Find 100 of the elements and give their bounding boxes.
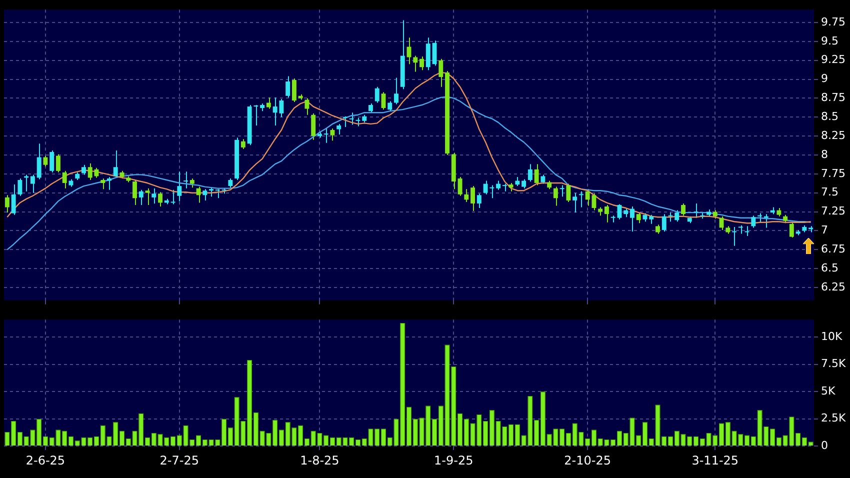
candlestick	[368, 103, 373, 114]
candlestick	[342, 116, 348, 128]
candlestick	[336, 123, 342, 136]
candlestick	[374, 86, 380, 104]
candlestick	[24, 174, 29, 192]
x-tick-label: 3-11-25	[692, 453, 739, 468]
x-tick-label: 1-9-25	[434, 453, 474, 468]
candlestick	[560, 184, 564, 198]
candlestick	[81, 164, 86, 176]
candlestick	[145, 188, 150, 206]
candlestick	[304, 98, 310, 116]
x-tick-label: 2-7-25	[160, 453, 199, 468]
candlestick	[681, 202, 686, 216]
x-tick-label: 2-6-25	[26, 453, 66, 468]
candlestick	[528, 164, 532, 182]
candlestick	[470, 186, 476, 212]
candlestick	[311, 112, 316, 140]
candlestick	[324, 128, 328, 144]
candlestick	[4, 194, 10, 214]
candlestick	[177, 171, 182, 202]
candlestick	[266, 96, 271, 110]
y-tick-label: 8.5	[821, 110, 838, 123]
candlestick	[656, 224, 660, 234]
candlestick	[228, 178, 233, 188]
candlestick	[240, 138, 246, 150]
candlestick	[190, 178, 194, 188]
y-tick-label: 8.25	[821, 128, 846, 142]
y-tick-label: 9	[821, 72, 828, 86]
candlestick	[624, 208, 628, 218]
candlestick	[36, 143, 42, 180]
candlestick	[438, 58, 444, 88]
candlestick	[202, 188, 208, 201]
candlestick	[566, 183, 571, 202]
candlestick	[540, 174, 546, 184]
y-tick-label: 8.75	[821, 91, 846, 104]
candlestick	[738, 224, 743, 234]
candlestick	[553, 186, 558, 206]
candlestick	[56, 154, 60, 173]
candlestick	[349, 112, 354, 126]
y-tick-label: 8	[821, 148, 828, 161]
candlestick	[254, 104, 258, 126]
y-tick-label: 0	[821, 438, 828, 452]
candlestick	[751, 215, 756, 228]
y-tick-label: 7.5	[821, 186, 838, 199]
candlestick	[420, 56, 424, 71]
y-tick-label: 6.5	[821, 261, 838, 274]
candlestick	[515, 176, 520, 187]
candlestick	[292, 78, 296, 102]
candlestick	[662, 214, 666, 232]
y-tick-label: 9.75	[821, 15, 846, 28]
candlestick	[215, 188, 220, 199]
y-tick-label: 6.25	[821, 280, 846, 294]
candlestick	[744, 226, 750, 237]
candlestick	[732, 226, 737, 246]
y-tick-label: 5K	[821, 384, 836, 398]
candlestick	[11, 184, 16, 216]
candlestick	[394, 77, 398, 105]
candlestick	[572, 192, 578, 214]
candlestick	[522, 178, 526, 189]
candlestick	[184, 171, 188, 189]
candlestick	[578, 190, 584, 208]
x-tick-label: 1-8-25	[300, 453, 340, 468]
candlestick	[100, 178, 106, 190]
y-tick-label: 10K	[821, 330, 843, 343]
candlestick	[789, 222, 794, 238]
candlestick	[604, 204, 609, 223]
candlestick	[138, 189, 144, 206]
candlestick	[30, 174, 35, 194]
y-tick-label: 9.25	[821, 53, 846, 66]
candlestick	[413, 55, 418, 72]
candlestick	[426, 37, 430, 71]
y-tick-label: 7.75	[821, 166, 846, 180]
candlestick	[464, 188, 469, 202]
candlestick	[158, 192, 162, 207]
y-tick-label: 9.5	[821, 34, 838, 48]
x-tick-label: 2-10-25	[564, 453, 612, 468]
candlestick	[388, 100, 392, 112]
candlestick	[62, 170, 67, 189]
candlestick	[132, 179, 137, 206]
candlestick	[758, 212, 762, 223]
candlestick	[764, 214, 768, 228]
candlestick	[406, 37, 412, 65]
candlestick	[381, 92, 386, 110]
y-tick-label: 7.5K	[821, 357, 846, 370]
candlestick	[674, 210, 680, 222]
candlestick	[286, 76, 290, 98]
candlestick	[630, 206, 634, 232]
candlestick	[476, 193, 482, 209]
candlestick	[209, 187, 214, 198]
y-tick-label: 7.25	[821, 204, 846, 218]
candlestick	[330, 128, 335, 142]
y-tick-label: 6.75	[821, 242, 846, 256]
candlestick	[113, 150, 118, 178]
candlestick	[458, 176, 462, 196]
y-tick-label: 2.5K	[821, 412, 846, 425]
candlestick	[649, 214, 654, 224]
candlestick	[152, 188, 156, 204]
y-tick-label: 7	[821, 224, 828, 237]
candlestick	[18, 178, 22, 196]
candlestick	[496, 180, 501, 190]
